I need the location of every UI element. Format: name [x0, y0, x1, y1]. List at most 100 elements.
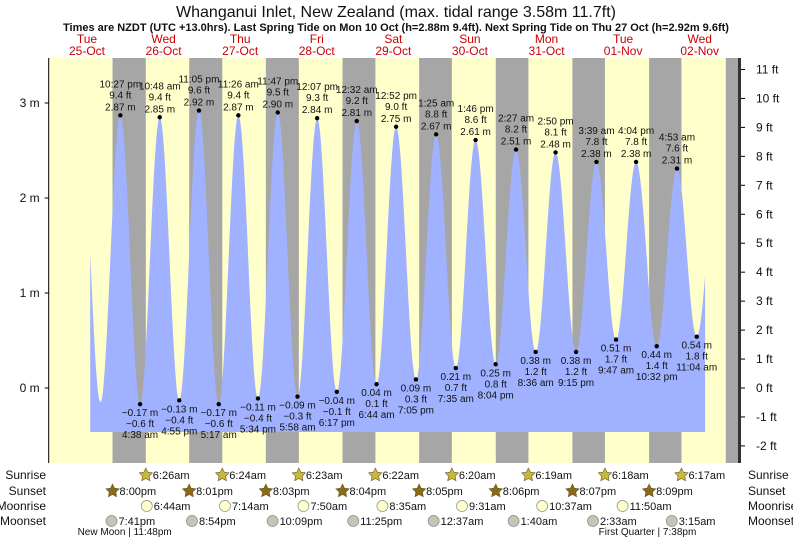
right-tick-label: 5 ft	[756, 236, 773, 250]
tide-height-ft: 1.7 ft	[605, 355, 627, 366]
high-tide-point	[473, 137, 478, 143]
moonrise-row-label-left: Moonrise	[0, 499, 46, 513]
sunset-time: 8:06pm	[503, 486, 540, 498]
tide-time: 1:25 am	[418, 98, 454, 109]
tide-height-ft: 1.2 ft	[525, 367, 547, 378]
tide-height-ft: 0.7 ft	[445, 383, 467, 394]
left-tick-label: 2 m	[20, 191, 40, 205]
sunset-row-label-left: Sunset	[9, 484, 47, 498]
right-tick-label: 0 ft	[756, 381, 773, 395]
tide-height-m: 0.21 m	[441, 372, 472, 383]
tide-time: 11:04 am	[676, 363, 717, 374]
tide-height-ft: −0.6 ft	[126, 419, 154, 430]
right-tick-label: -1 ft	[756, 410, 777, 424]
moonset-time: 2:33am	[600, 516, 637, 528]
tide-height-m: 0.04 m	[361, 388, 392, 399]
sunrise-row-label-left: Sunrise	[5, 468, 46, 482]
tide-time: 9:47 am	[598, 366, 634, 377]
sunset-row-label-right: Sunset	[748, 484, 786, 498]
moonrise-row-label-right: Moonrise	[748, 499, 793, 513]
sunset-icon	[335, 483, 350, 498]
tide-height-m: 0.54 m	[681, 341, 712, 352]
tide-height-m: 0.44 m	[641, 350, 672, 361]
tide-time: 1:46 pm	[458, 104, 494, 115]
moonset-time: 1:40am	[521, 516, 558, 528]
tide-time: 8:04 pm	[478, 390, 514, 401]
tide-height-ft: 8.6 ft	[464, 115, 486, 126]
low-tide-point	[613, 337, 619, 342]
sunrise-icon	[138, 467, 154, 482]
low-tide-point	[216, 401, 221, 407]
moonrise-time: 7:50am	[310, 501, 347, 513]
tide-height-m: 2.90 m	[262, 100, 293, 111]
day-date: 27-Oct	[222, 44, 259, 58]
tide-time: 7:35 am	[438, 394, 474, 405]
tide-height-ft: 9.0 ft	[385, 102, 407, 113]
tide-height-m: 2.38 m	[621, 149, 652, 160]
moonset-row-label-right: Moonset	[748, 514, 793, 528]
sunset-icon	[565, 483, 580, 498]
right-tick-label: -2 ft	[756, 439, 777, 453]
right-tick-label: 10 ft	[756, 91, 780, 105]
tide-height-ft: 9.3 ft	[306, 93, 328, 104]
moonset-icon	[427, 515, 440, 527]
day-date: 30-Oct	[452, 44, 489, 58]
tide-height-m: 0.38 m	[561, 356, 592, 367]
low-tide-point	[654, 344, 659, 349]
tide-height-ft: 1.4 ft	[646, 361, 668, 372]
low-tide-point	[573, 349, 579, 355]
tide-height-ft: −0.3 ft	[283, 412, 311, 423]
day-name: Sat	[384, 32, 403, 46]
tide-height-ft: 9.6 ft	[188, 86, 210, 97]
tide-height-m: 2.92 m	[184, 98, 215, 109]
sunset-icon	[488, 483, 504, 498]
moon-phase-label: First Quarter | 7:38pm	[599, 527, 697, 538]
right-tick-label: 1 ft	[756, 352, 773, 366]
tide-time: 11:05 pm	[178, 75, 219, 86]
tide-time: 2:50 pm	[537, 116, 573, 127]
tide-height-ft: 1.2 ft	[565, 367, 587, 378]
moonrise-icon	[536, 500, 548, 512]
left-tick-label: 0 m	[20, 381, 40, 395]
tide-time: 12:07 pm	[296, 82, 338, 93]
tide-height-m: 2.87 m	[223, 102, 254, 113]
day-date: 25-Oct	[69, 44, 106, 58]
tide-time: 4:38 am	[122, 430, 158, 441]
tide-time: 5:58 am	[279, 423, 315, 434]
tide-height-m: 0.09 m	[401, 383, 432, 394]
tide-height-ft: 9.4 ft	[227, 90, 249, 101]
tide-time: 8:36 am	[518, 378, 554, 389]
tide-height-ft: −0.4 ft	[165, 415, 193, 426]
high-tide-point	[314, 116, 320, 121]
day-name: Tue	[613, 32, 634, 46]
sunrise-icon	[444, 467, 460, 482]
low-tide-point	[453, 365, 459, 371]
left-tick-label: 3 m	[20, 96, 40, 110]
tide-height-m: 2.81 m	[341, 108, 372, 119]
day-date: 02-Nov	[680, 44, 719, 58]
tide-height-m: −0.17 m	[122, 408, 158, 419]
low-tide-point	[374, 382, 379, 387]
tide-height-ft: −0.1 ft	[323, 407, 351, 418]
moonrise-icon	[456, 500, 468, 512]
moonrise-time: 6:44am	[154, 501, 191, 513]
tide-height-ft: −0.4 ft	[244, 413, 272, 424]
tide-time: 11:26 am	[218, 79, 259, 90]
chart-title: Whanganui Inlet, New Zealand (max. tidal…	[176, 4, 616, 21]
sunset-time: 8:05pm	[426, 486, 463, 498]
sunrise-icon	[214, 467, 230, 482]
day-date: 28-Oct	[299, 44, 336, 58]
tide-height-m: −0.11 m	[240, 402, 276, 413]
tide-time: 10:27 pm	[99, 79, 141, 90]
tide-height-ft: 7.8 ft	[625, 137, 647, 148]
tide-time: 12:52 pm	[375, 91, 417, 102]
high-tide-point	[196, 108, 202, 113]
tide-height-m: 2.87 m	[105, 102, 136, 113]
tide-height-m: 2.61 m	[460, 127, 491, 138]
tide-time: 5:34 pm	[240, 424, 276, 435]
high-tide-point	[513, 147, 519, 152]
tide-height-m: 2.38 m	[581, 149, 612, 160]
tide-height-m: 0.25 m	[480, 368, 511, 379]
tide-time: 10:32 pm	[636, 372, 678, 383]
tide-time: 2:27 am	[498, 114, 534, 125]
